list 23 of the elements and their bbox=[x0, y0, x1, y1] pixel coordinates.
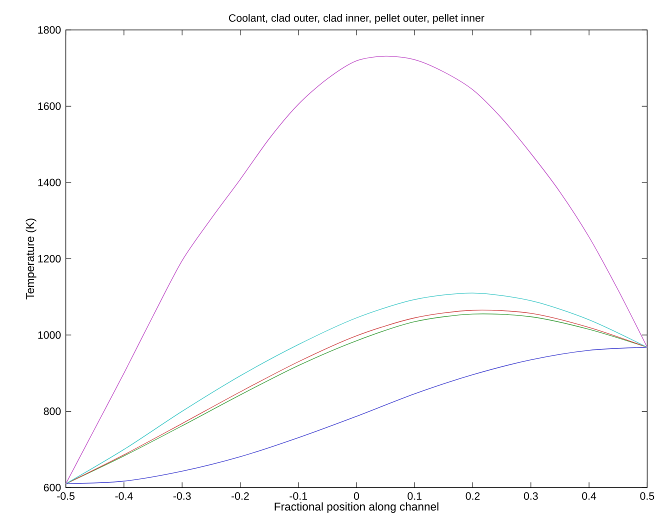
y-tick-label: 1000 bbox=[38, 332, 61, 340]
line-series bbox=[66, 56, 648, 484]
y-tick-label: 1200 bbox=[38, 255, 61, 263]
x-tick-label: 0.3 bbox=[524, 492, 538, 500]
x-axis-title: Fractional position along channel bbox=[274, 502, 438, 514]
x-tick-label: 0.1 bbox=[408, 492, 422, 500]
y-tick-label: 600 bbox=[44, 484, 61, 492]
y-axis-title: Temperature (K) bbox=[26, 218, 36, 300]
y-tick-label: 1800 bbox=[38, 26, 61, 34]
y-tick-label: 800 bbox=[44, 408, 61, 416]
x-tick-label: -0.5 bbox=[57, 492, 75, 500]
x-tick-label: 0.5 bbox=[640, 492, 654, 500]
x-tick-label: -0.1 bbox=[290, 492, 308, 500]
y-tick-label: 1600 bbox=[38, 102, 61, 110]
x-tick-label: -0.4 bbox=[115, 492, 133, 500]
chart-title: Coolant, clad outer, clad inner, pellet outer, pellet inner bbox=[229, 14, 484, 24]
x-tick-label: 0 bbox=[354, 492, 360, 500]
x-tick-label: 0.4 bbox=[582, 492, 596, 500]
x-tick-label: -0.3 bbox=[173, 492, 191, 500]
x-tick-label: 0.2 bbox=[466, 492, 480, 500]
line-series bbox=[66, 347, 648, 484]
x-tick-label: -0.2 bbox=[232, 492, 249, 500]
y-tick-label: 1400 bbox=[38, 178, 61, 186]
